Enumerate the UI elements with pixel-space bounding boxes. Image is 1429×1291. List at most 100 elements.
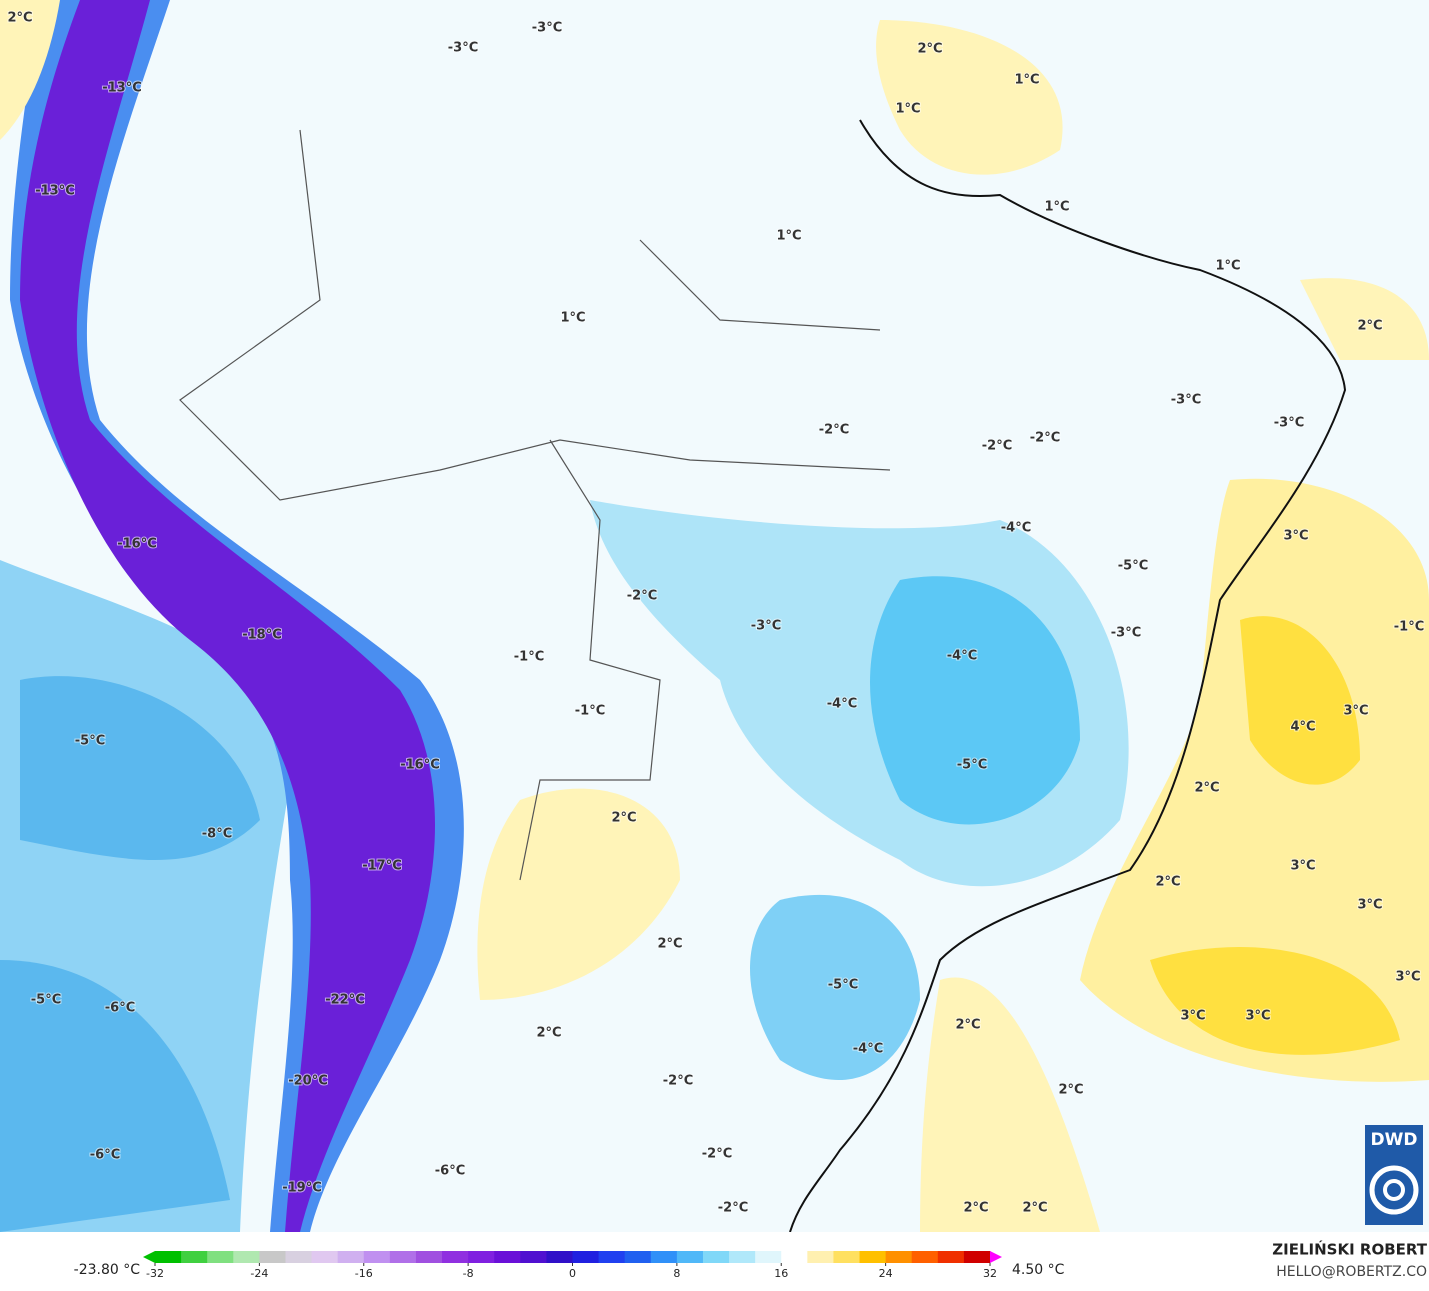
colorbar-tick-label: 8 bbox=[673, 1267, 680, 1280]
temperature-label: 3°C bbox=[1283, 529, 1308, 544]
temperature-label: -1°C bbox=[575, 704, 605, 719]
temperature-label: -6°C bbox=[105, 1001, 135, 1016]
colorbar-segment bbox=[572, 1251, 600, 1263]
temperature-label: -19°C bbox=[282, 1181, 322, 1196]
temperature-label: -22°C bbox=[325, 993, 365, 1008]
colorbar-segment bbox=[494, 1251, 521, 1263]
author: ZIELIŃSKI ROBERT bbox=[1272, 1240, 1427, 1259]
temperature-label: -3°C bbox=[448, 41, 478, 56]
temperature-label: -2°C bbox=[819, 423, 849, 438]
colorbar-segment bbox=[233, 1251, 260, 1263]
temperature-label: -2°C bbox=[663, 1074, 693, 1089]
colorbar-segment bbox=[259, 1251, 286, 1263]
colorbar-arrow-low bbox=[143, 1251, 155, 1263]
temperature-label: 2°C bbox=[955, 1018, 980, 1033]
temperature-label: 2°C bbox=[1357, 319, 1382, 334]
colorbar-segment bbox=[389, 1251, 417, 1263]
colorbar-segment bbox=[807, 1251, 834, 1263]
logo-swirl bbox=[1369, 1165, 1419, 1215]
temperature-label: -4°C bbox=[853, 1042, 883, 1057]
temperature-label: -5°C bbox=[31, 993, 61, 1008]
colorbar-segment bbox=[702, 1251, 730, 1263]
colorbar-tick-label: 24 bbox=[879, 1267, 893, 1280]
logo-swirl-inner bbox=[1383, 1179, 1405, 1201]
temperature-label: 3°C bbox=[1180, 1009, 1205, 1024]
temperature-label: -4°C bbox=[947, 649, 977, 664]
colorbar-segment bbox=[546, 1251, 573, 1263]
temperature-label: -17°C bbox=[362, 859, 402, 874]
colorbar-segment bbox=[885, 1251, 913, 1263]
colorbar-segment bbox=[442, 1251, 469, 1263]
temperature-fields bbox=[0, 0, 1429, 1232]
temperature-label: -5°C bbox=[1118, 559, 1148, 574]
temperature-label: -3°C bbox=[751, 619, 781, 634]
temperature-labels: 2°C -3°C -3°C -13°C -13°C 2°C 1°C 1°C 1°C 1°C 1°C 2… bbox=[6, 10, 1425, 1217]
colorbar-segment bbox=[833, 1251, 861, 1263]
colorbar-segment bbox=[937, 1251, 965, 1263]
temperature-label: 2°C bbox=[7, 11, 32, 26]
temperature-label: 4°C bbox=[1290, 720, 1315, 735]
temperature-label: -3°C bbox=[532, 21, 562, 36]
temperature-label: -3°C bbox=[1111, 626, 1141, 641]
temperature-label: -5°C bbox=[75, 734, 105, 749]
colorbar-segment bbox=[181, 1251, 208, 1263]
colorbar-segment bbox=[755, 1251, 782, 1263]
temperature-label: 1°C bbox=[1044, 200, 1069, 215]
email: HELLO@ROBERTZ.CO bbox=[1276, 1264, 1427, 1280]
temperature-label: 1°C bbox=[1014, 73, 1039, 88]
temperature-label: -13°C bbox=[102, 81, 142, 96]
temperature-label: -5°C bbox=[957, 758, 987, 773]
colorbar-segment bbox=[468, 1251, 495, 1263]
temperature-label: -2°C bbox=[718, 1201, 748, 1216]
colorbar-segment bbox=[911, 1251, 939, 1263]
colorbar-min: -23.80 °C bbox=[74, 1262, 141, 1278]
colorbar-segment bbox=[285, 1251, 313, 1263]
temperature-label: -2°C bbox=[702, 1147, 732, 1162]
temperature-label: -16°C bbox=[117, 537, 157, 552]
colorbar-segment bbox=[729, 1251, 756, 1263]
colorbar-tick-label: 0 bbox=[569, 1267, 576, 1280]
temperature-label: -5°C bbox=[828, 978, 858, 993]
temperature-label: -18°C bbox=[242, 628, 282, 643]
temperature-label: -6°C bbox=[435, 1164, 465, 1179]
borders bbox=[179, 129, 891, 881]
temperature-label: -20°C bbox=[288, 1074, 328, 1089]
coastline bbox=[789, 119, 1347, 1233]
temperature-label: 3°C bbox=[1343, 704, 1368, 719]
colorbar-max: 4.50 °C bbox=[1012, 1262, 1065, 1278]
colorbar-segment bbox=[311, 1251, 339, 1263]
temperature-label: 2°C bbox=[963, 1201, 988, 1216]
temperature-label: -16°C bbox=[400, 758, 440, 773]
temperature-label: 3°C bbox=[1357, 898, 1382, 913]
temperature-label: 1°C bbox=[895, 102, 920, 117]
temperature-label: 2°C bbox=[611, 811, 636, 826]
temperature-label: -8°C bbox=[202, 827, 232, 842]
temperature-label: 3°C bbox=[1245, 1009, 1270, 1024]
colorbar-segment bbox=[520, 1251, 547, 1263]
temperature-label: -4°C bbox=[827, 697, 857, 712]
colorbar-arrow-high bbox=[990, 1251, 1002, 1263]
temperature-label: 2°C bbox=[1058, 1083, 1083, 1098]
temperature-label: -2°C bbox=[1030, 431, 1060, 446]
colorbar-segment bbox=[676, 1251, 704, 1263]
temperature-label: 2°C bbox=[536, 1026, 561, 1041]
temperature-label: -1°C bbox=[1394, 620, 1424, 635]
colorbar-segment bbox=[781, 1251, 808, 1263]
temperature-label: -3°C bbox=[1171, 393, 1201, 408]
colorbar-segment bbox=[650, 1251, 678, 1263]
temperature-label: -2°C bbox=[982, 439, 1012, 454]
temperature-label: 3°C bbox=[1290, 859, 1315, 874]
temperature-label: -13°C bbox=[35, 184, 75, 199]
temperature-label: 1°C bbox=[1215, 259, 1240, 274]
colorbar-segment bbox=[155, 1251, 182, 1263]
colorbar-tick-label: -32 bbox=[146, 1267, 164, 1280]
colorbar-segment bbox=[859, 1251, 887, 1263]
colorbar-segment bbox=[624, 1251, 652, 1263]
colorbar-tick-label: 32 bbox=[983, 1267, 997, 1280]
colorbar-tick-label: 16 bbox=[774, 1267, 788, 1280]
colorbar-tick-label: -16 bbox=[355, 1267, 373, 1280]
temperature-label: -3°C bbox=[1274, 416, 1304, 431]
temperature-label: -4°C bbox=[1001, 521, 1031, 536]
temperature-label: -2°C bbox=[627, 589, 657, 604]
